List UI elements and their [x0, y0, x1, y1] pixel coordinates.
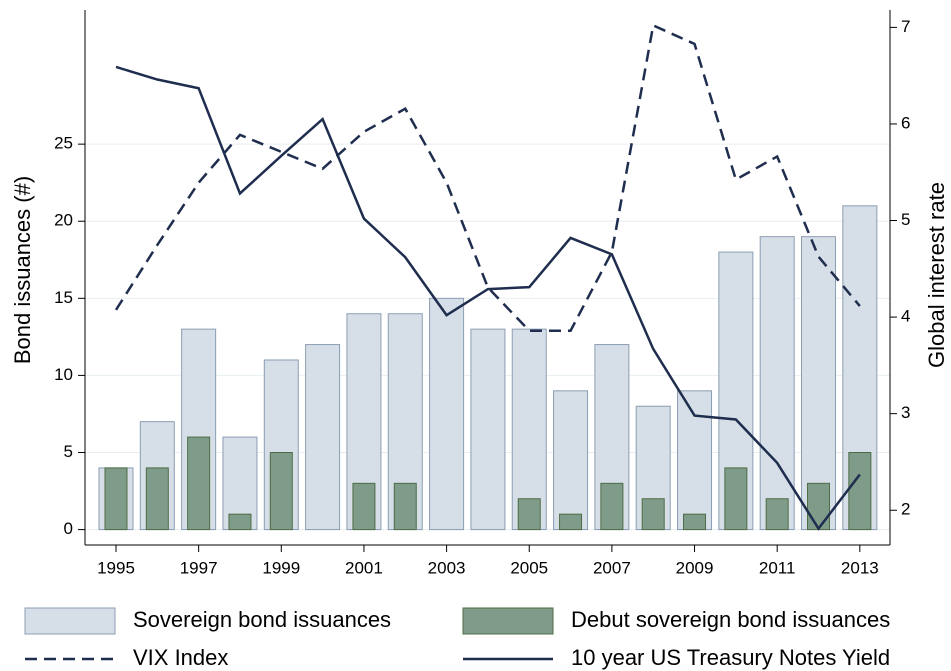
bar	[352, 482, 376, 531]
bar	[553, 390, 589, 531]
bar	[759, 236, 795, 531]
y2-axis-title: Global interest rate	[924, 182, 949, 368]
y2-tick-label: 2	[901, 500, 910, 519]
x-tick-label: 2009	[676, 558, 714, 577]
bar	[848, 451, 872, 531]
y2-tick-label: 3	[901, 403, 910, 422]
x-tick-label: 2013	[841, 558, 879, 577]
x-tick-label: 2007	[593, 558, 631, 577]
bar	[683, 513, 707, 531]
line	[115, 65, 861, 531]
legend-label: 10 year US Treasury Notes Yield	[571, 645, 890, 670]
bar	[145, 467, 169, 531]
y2-tick-label: 4	[901, 307, 910, 326]
bar	[104, 467, 128, 531]
legend-label: Sovereign bond issuances	[133, 607, 391, 632]
x-tick-label: 1997	[180, 558, 218, 577]
bar	[187, 436, 211, 531]
y-tick-label: 5	[64, 442, 73, 461]
y2-tick-label: 5	[901, 210, 910, 229]
bar	[559, 513, 583, 531]
y-tick-label: 25	[54, 134, 73, 153]
bar	[305, 344, 341, 531]
y-axis-title: Bond issuances (#)	[10, 176, 35, 364]
y-tick-label: 0	[64, 519, 73, 538]
bar	[228, 513, 252, 531]
bar	[765, 498, 789, 531]
bar	[517, 498, 541, 531]
bar	[470, 328, 506, 531]
bar	[801, 236, 837, 531]
x-tick-label: 2005	[510, 558, 548, 577]
legend-label: VIX Index	[133, 645, 228, 670]
legend-label: Debut sovereign bond issuances	[571, 607, 890, 632]
y-tick-label: 10	[54, 365, 73, 384]
bar	[511, 328, 547, 531]
bar	[393, 482, 417, 531]
bar	[677, 390, 713, 531]
bar	[269, 451, 293, 531]
y-tick-label: 20	[54, 211, 73, 230]
legend-swatch	[24, 607, 116, 635]
bar	[600, 482, 624, 531]
y2-tick-label: 7	[901, 17, 910, 36]
line	[114, 23, 861, 332]
bar	[724, 467, 748, 531]
y-tick-label: 15	[54, 288, 73, 307]
y2-tick-label: 6	[901, 113, 910, 132]
bar	[807, 482, 831, 531]
legend-swatch	[462, 607, 554, 635]
x-tick-label: 2003	[428, 558, 466, 577]
bar	[429, 297, 465, 531]
x-tick-label: 2011	[759, 558, 796, 577]
x-tick-label: 1999	[262, 558, 300, 577]
x-tick-label: 2001	[345, 558, 383, 577]
x-tick-label: 1995	[97, 558, 135, 577]
bar	[641, 498, 665, 531]
